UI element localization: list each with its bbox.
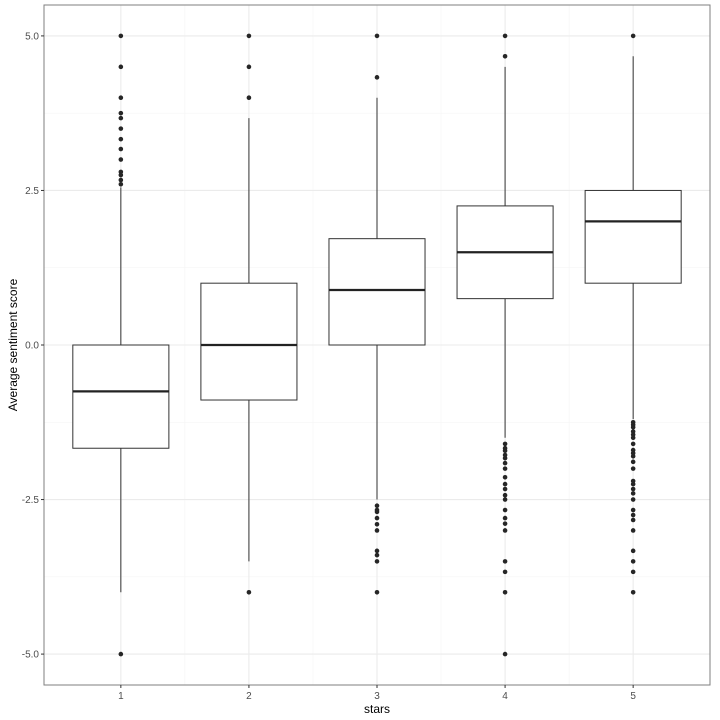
outlier-point	[246, 589, 252, 595]
outlier-point	[374, 559, 380, 564]
outlier-point	[630, 507, 636, 513]
outlier-point	[246, 64, 252, 70]
box-plots	[72, 33, 682, 657]
x-tick-label: 1	[118, 691, 124, 702]
outlier-point	[502, 452, 508, 458]
outlier-point	[630, 486, 636, 492]
outlier-point	[374, 515, 380, 521]
outlier-point	[502, 569, 508, 575]
outlier-point	[502, 492, 508, 498]
outlier-point	[118, 33, 124, 39]
x-tick-label: 3	[374, 691, 380, 702]
outlier-point	[630, 559, 636, 564]
outlier-point	[118, 651, 124, 657]
outlier-point	[502, 559, 508, 564]
outlier-point	[502, 651, 508, 657]
y-tick-label: 0.0	[25, 341, 39, 352]
outlier-point	[246, 95, 252, 101]
outlier-point	[374, 521, 380, 527]
outlier-point	[118, 181, 124, 187]
outlier-point	[630, 512, 636, 518]
outlier-point	[374, 507, 380, 513]
outlier-point	[502, 521, 508, 526]
x-tick-label: 2	[246, 691, 252, 702]
outlier-point	[630, 497, 636, 502]
outlier-point	[374, 528, 380, 533]
outlier-point	[630, 33, 636, 39]
outlier-point	[502, 33, 508, 39]
outlier-point	[630, 517, 636, 523]
outlier-point	[502, 497, 508, 502]
outlier-point	[630, 429, 636, 434]
outlier-point	[630, 447, 636, 453]
box-plot-2	[200, 33, 298, 595]
box-plot-4	[456, 33, 554, 657]
outlier-point	[118, 95, 124, 101]
outlier-point	[502, 460, 508, 466]
outlier-point	[630, 491, 636, 496]
outlier-point	[502, 54, 508, 59]
outlier-point	[118, 169, 124, 175]
outlier-point	[118, 64, 124, 70]
box-iqr	[200, 282, 298, 401]
outlier-point	[374, 548, 380, 554]
outlier-point	[502, 528, 508, 533]
outlier-point	[374, 589, 380, 595]
outlier-point	[630, 589, 636, 595]
outlier-point	[502, 441, 508, 447]
x-axis-title: stars	[364, 702, 390, 716]
outlier-point	[118, 177, 124, 183]
x-tick-label: 5	[630, 691, 636, 702]
x-axis: 1 2 3 4 5	[118, 685, 636, 702]
box-plot-3	[328, 33, 426, 595]
outlier-point	[630, 441, 636, 447]
box-plot-1	[72, 33, 170, 657]
outlier-point	[502, 474, 508, 480]
outlier-point	[118, 126, 124, 131]
outlier-point	[502, 445, 508, 451]
outlier-point	[374, 33, 380, 39]
outlier-point	[118, 157, 124, 162]
outlier-point	[118, 146, 124, 152]
outlier-point	[502, 466, 508, 471]
outlier-point	[630, 548, 636, 554]
y-axis: -5.0 -2.5 0.0 2.5 5.0	[22, 31, 44, 661]
outlier-point	[118, 115, 124, 121]
outlier-point	[374, 552, 380, 558]
outlier-point	[502, 589, 508, 595]
outlier-point	[502, 515, 508, 521]
box-iqr	[328, 238, 426, 346]
outlier-point	[118, 110, 124, 116]
y-axis-title: Average sentiment score	[6, 278, 20, 411]
y-tick-label: 5.0	[25, 31, 39, 42]
outlier-point	[630, 419, 636, 425]
outlier-point	[118, 136, 124, 142]
outlier-point	[502, 507, 508, 513]
box-iqr	[584, 189, 682, 284]
outlier-point	[502, 486, 508, 492]
outlier-point	[630, 459, 636, 465]
outlier-point	[246, 33, 252, 39]
outlier-point	[630, 569, 636, 575]
y-tick-label: -5.0	[22, 650, 40, 661]
outlier-point	[630, 478, 636, 484]
outlier-point	[374, 75, 380, 80]
outlier-point	[374, 503, 380, 509]
outlier-point	[630, 466, 636, 471]
y-tick-label: -2.5	[22, 495, 40, 506]
box-plot-5	[584, 33, 682, 595]
y-tick-label: 2.5	[25, 186, 39, 197]
box-iqr	[72, 344, 170, 449]
x-tick-label: 4	[502, 691, 508, 702]
outlier-point	[502, 481, 508, 487]
outlier-point	[630, 528, 636, 533]
